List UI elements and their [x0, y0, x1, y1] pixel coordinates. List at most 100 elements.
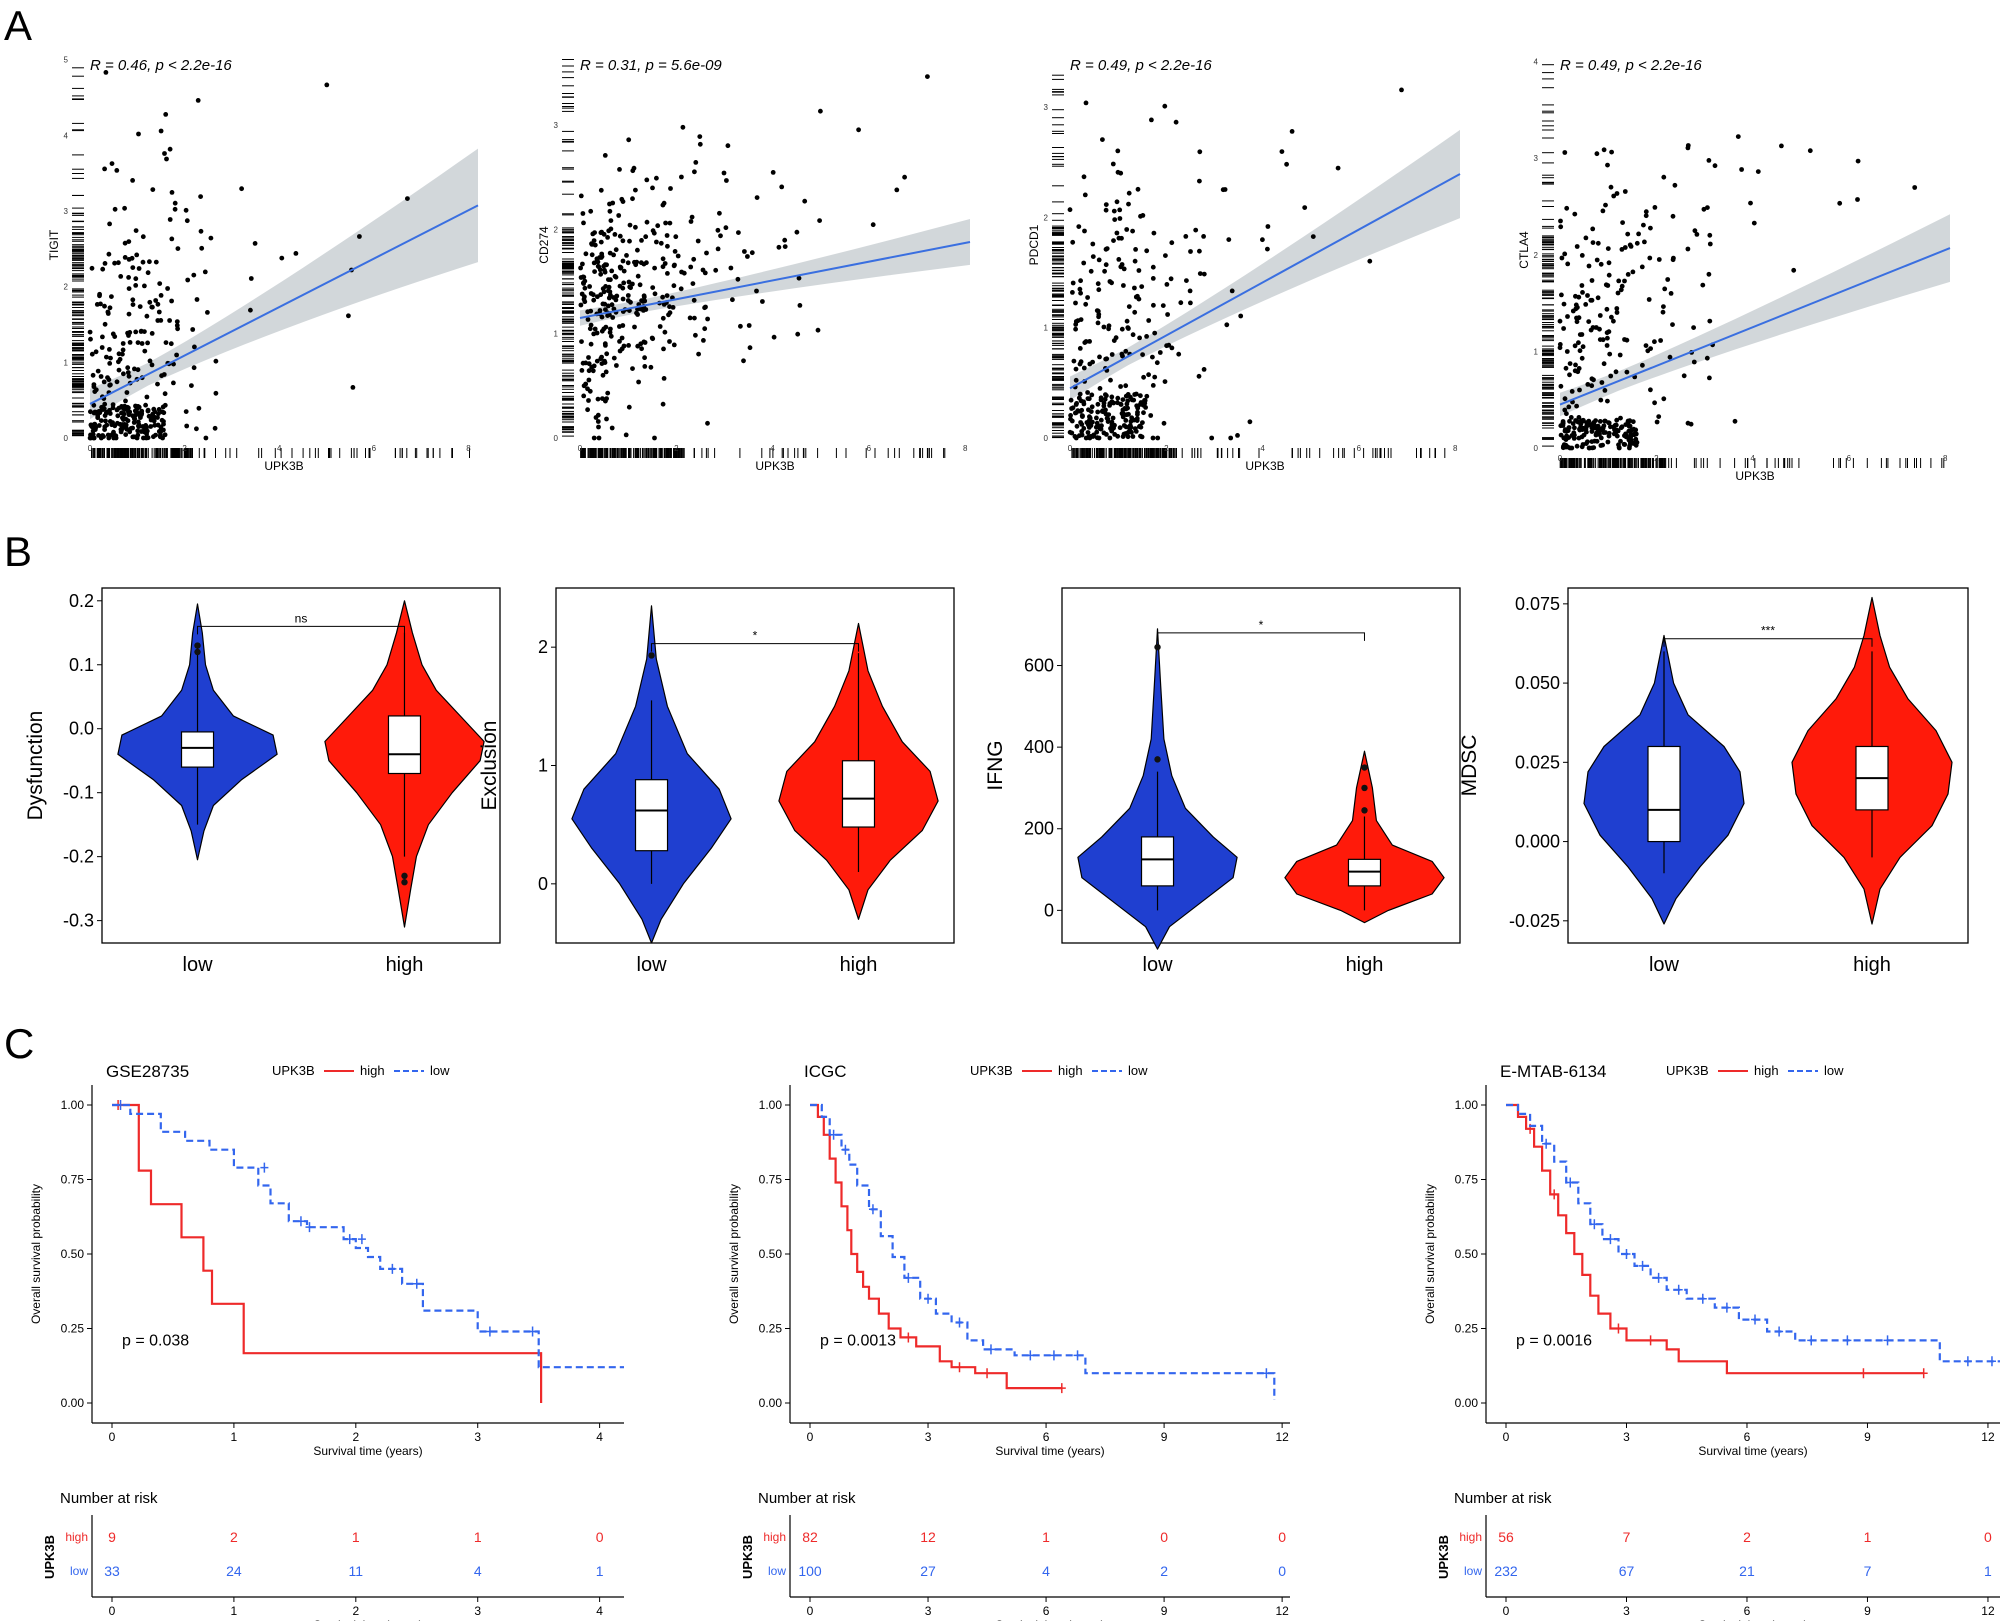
x-tick-label: 0 — [1558, 454, 1563, 463]
scatter-point — [616, 213, 622, 218]
risk-x-tick-label: 3 — [1623, 1604, 1630, 1618]
scatter-point — [815, 327, 821, 333]
scatter-point — [1665, 277, 1671, 282]
scatter-point — [621, 268, 627, 274]
scatter-point — [1572, 425, 1577, 431]
scatter-point — [1201, 367, 1207, 372]
scatter-point — [598, 239, 604, 245]
scatter-point — [103, 70, 109, 75]
scatter-point — [103, 418, 108, 424]
scatter-point — [1139, 284, 1145, 289]
scatter-point — [1559, 292, 1564, 298]
scatter-point — [1107, 435, 1113, 441]
scatter-point — [1087, 339, 1092, 344]
y-axis-title: Overall survival probability — [1423, 1184, 1437, 1324]
scatter-point — [611, 355, 617, 361]
scatter-point — [1557, 318, 1563, 324]
scatter-point — [668, 186, 673, 191]
scatter-point — [660, 294, 665, 300]
scatter-point — [1094, 435, 1100, 441]
scatter-point — [624, 253, 629, 258]
scatter-point — [98, 435, 104, 441]
scatter-point — [1110, 415, 1116, 421]
scatter-point — [749, 250, 755, 256]
scatter-point — [610, 315, 616, 320]
risk-row-label-low: low — [70, 1564, 88, 1578]
scatter-point — [678, 286, 684, 292]
legend-title: UPK3B — [1666, 1063, 1709, 1078]
x-axis-title: Survival time (years) — [313, 1444, 422, 1458]
scatter-point — [1229, 288, 1235, 294]
scatter-point — [635, 247, 640, 253]
scatter-point — [619, 196, 625, 202]
scatter-point — [1235, 433, 1240, 438]
scatter-point — [652, 265, 657, 271]
scatter-point — [607, 201, 612, 207]
scatter-point — [89, 351, 95, 357]
scatter-point — [582, 299, 588, 305]
scatter-point — [1643, 209, 1649, 215]
scatter-point — [1101, 430, 1107, 436]
scatter-point — [145, 407, 151, 413]
scatter-point — [1624, 337, 1630, 343]
scatter-point — [585, 407, 590, 413]
scatter-point — [1558, 383, 1564, 389]
scatter-point — [600, 301, 606, 307]
scatter-point — [1627, 445, 1632, 451]
y-tick-label: -0.025 — [1509, 911, 1560, 931]
scatter-point — [122, 205, 127, 211]
scatter-point — [1621, 441, 1627, 447]
scatter-point — [1089, 404, 1095, 410]
scatter-point — [106, 251, 112, 257]
scatter-point — [620, 258, 626, 264]
censor-mark — [1262, 1368, 1271, 1379]
scatter-point — [1588, 327, 1594, 333]
scatter-point — [169, 298, 175, 304]
scatter-point — [167, 217, 173, 222]
scatter-point — [1570, 308, 1576, 314]
scatter-point — [1589, 297, 1595, 303]
scatter-point — [717, 210, 722, 216]
box-low — [1140, 836, 1175, 887]
scatter-point — [1615, 428, 1621, 434]
scatter-point — [185, 277, 191, 283]
scatter-point — [1748, 200, 1753, 206]
scatter-point — [1184, 278, 1189, 283]
scatter-point — [357, 234, 362, 239]
scatter-point — [1152, 330, 1158, 336]
scatter-point — [705, 316, 710, 322]
scatter-point — [1279, 149, 1285, 155]
y-tick-label: 2 — [64, 283, 69, 292]
box-low — [1647, 745, 1681, 843]
y-tick-label: 4 — [64, 131, 69, 140]
panel-label-a: A — [4, 2, 32, 49]
scatter-point — [1133, 247, 1138, 252]
scatter-point — [136, 266, 142, 271]
scatter-point — [1574, 319, 1580, 325]
y-tick-label: 2 — [538, 637, 548, 657]
scatter-point — [147, 358, 153, 364]
scatter-point — [587, 388, 593, 394]
risk-count: 0 — [1278, 1563, 1286, 1579]
scatter-point — [725, 143, 731, 149]
scatter-point — [599, 354, 604, 360]
scatter-point — [1146, 318, 1152, 323]
scatter-point — [660, 256, 666, 262]
scatter-point — [639, 346, 644, 352]
scatter-point — [183, 409, 189, 414]
scatter-point — [1609, 314, 1614, 320]
censor-mark — [1614, 1323, 1623, 1334]
scatter-point — [1109, 426, 1115, 432]
y-tick-label: 1.00 — [1455, 1098, 1479, 1112]
x-axis-title: UPK3B — [1245, 459, 1284, 473]
y-tick-label: 0 — [554, 434, 559, 443]
risk-count: 56 — [1498, 1529, 1514, 1545]
scatter-point — [96, 423, 102, 428]
scatter-point — [667, 339, 672, 344]
scatter-point — [621, 280, 627, 286]
violin-plot-mdsc: low high *** -0.025 0.000 0.025 0.050 0.075 MDSC — [1458, 587, 1969, 976]
scatter-point — [150, 416, 156, 421]
censor-mark — [1722, 1302, 1731, 1313]
scatter-point — [1126, 190, 1132, 196]
